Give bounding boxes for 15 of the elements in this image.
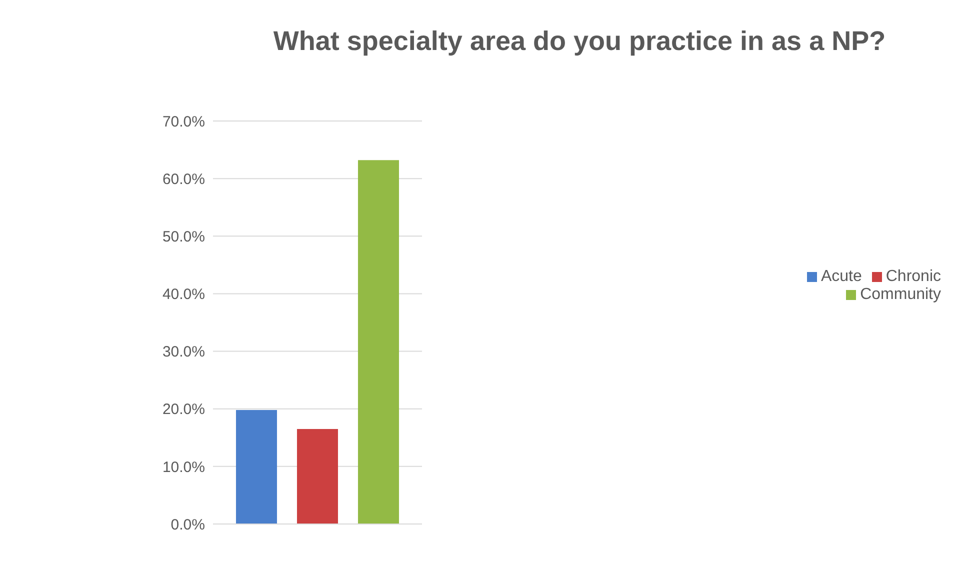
y-tick-label: 40.0% — [162, 286, 205, 304]
legend-label: Chronic — [886, 268, 941, 285]
legend-label: Community — [860, 286, 941, 303]
y-tick-label: 60.0% — [162, 170, 205, 188]
y-tick-label: 50.0% — [162, 228, 205, 246]
y-tick-label: 70.0% — [162, 113, 205, 130]
bar — [296, 429, 338, 524]
y-tick-label: 10.0% — [162, 458, 205, 476]
y-tick-label: 0.0% — [170, 516, 205, 534]
legend-label: Acute — [820, 268, 862, 285]
text: What specialty area do you practice in as a NP? — [272, 26, 887, 57]
y-tick-label: 20.0% — [162, 401, 205, 418]
bar — [358, 160, 399, 524]
y-tick-label: 30.0% — [162, 344, 205, 361]
bar — [236, 410, 277, 524]
